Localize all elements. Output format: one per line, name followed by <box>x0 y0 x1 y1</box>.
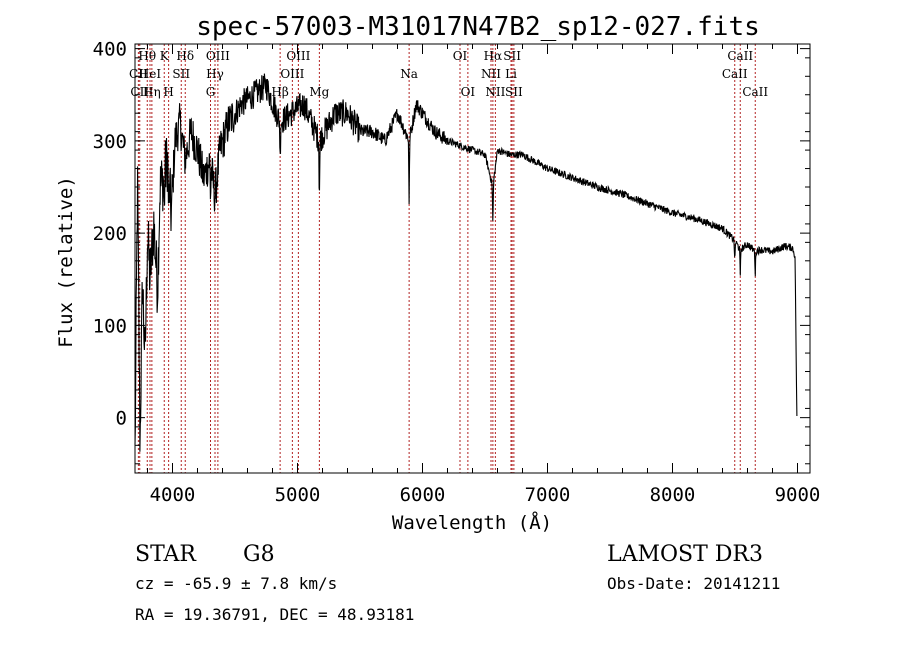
object-class: STAR <box>135 542 197 567</box>
x-axis-label: Wavelength (Å) <box>392 511 552 534</box>
spectral-line-label: Na <box>400 67 418 81</box>
coordinates: RA = 19.36791, DEC = 48.93181 <box>135 605 414 624</box>
x-tick-label: 5000 <box>275 484 321 506</box>
redshift-readout: cz = -65.9 ± 7.8 km/s <box>135 574 337 593</box>
spectral-line-label: Hγ <box>206 67 224 81</box>
chart-title: spec-57003-M31017N47B2_sp12-027.fits <box>196 12 760 42</box>
spectral-line-label: HeI <box>139 67 162 81</box>
spectral-line-label: CaII <box>722 67 748 81</box>
spectral-line-label: SII <box>172 67 190 81</box>
spectral-line-label: CaII <box>742 85 768 99</box>
spectral-line-label: CII <box>129 67 148 81</box>
y-axis-ticks: 0 100 200 300 400 <box>93 39 810 465</box>
spectral-line-label: G <box>206 85 216 99</box>
survey-name: LAMOST DR3 <box>607 542 763 567</box>
y-tick-label: 200 <box>93 223 127 245</box>
spectral-line-label: Hδ <box>176 49 194 63</box>
x-axis-ticks: 4000 5000 6000 7000 8000 9000 <box>147 44 821 506</box>
y-tick-label: 0 <box>116 408 127 430</box>
y-tick-label: 300 <box>93 131 127 153</box>
x-tick-label: 7000 <box>525 484 571 506</box>
spectral-line-label: H <box>163 85 173 99</box>
object-subclass: G8 <box>243 542 275 567</box>
x-tick-label: 8000 <box>650 484 696 506</box>
obs-date: Obs-Date: 20141211 <box>607 574 780 593</box>
spectral-line-label: OI <box>453 49 468 63</box>
y-tick-label: 100 <box>93 315 127 337</box>
spectral-line-label: Hβ <box>271 85 288 99</box>
x-tick-label: 6000 <box>400 484 446 506</box>
y-axis-label: Flux (relative) <box>55 176 77 348</box>
spectral-line-label: Li <box>505 67 517 81</box>
spectral-line-label: SII <box>505 85 523 99</box>
spectrum-series <box>134 73 798 452</box>
spectral-line-label: Hη <box>143 85 161 99</box>
spectral-line-markers <box>137 44 756 473</box>
spectral-line-label: SII <box>503 49 521 63</box>
spectral-line-label: OI <box>461 85 476 99</box>
spectral-line-label: K <box>160 49 170 63</box>
y-tick-label: 400 <box>93 39 127 61</box>
spectral-line-label: OIII <box>286 49 310 63</box>
spectral-line-label: NII <box>485 85 505 99</box>
x-tick-label: 9000 <box>775 484 821 506</box>
x-tick-label: 4000 <box>150 484 196 506</box>
spectral-line-label: Hθ <box>138 49 156 63</box>
spectral-line-label: OIII <box>280 67 304 81</box>
spectral-line-label: NII <box>481 67 501 81</box>
spectral-line-label: Hα <box>484 49 503 63</box>
spectral-line-label: OIII <box>206 49 230 63</box>
spectral-line-label: Mg <box>309 85 329 99</box>
spectral-line-label: CaII <box>727 49 753 63</box>
